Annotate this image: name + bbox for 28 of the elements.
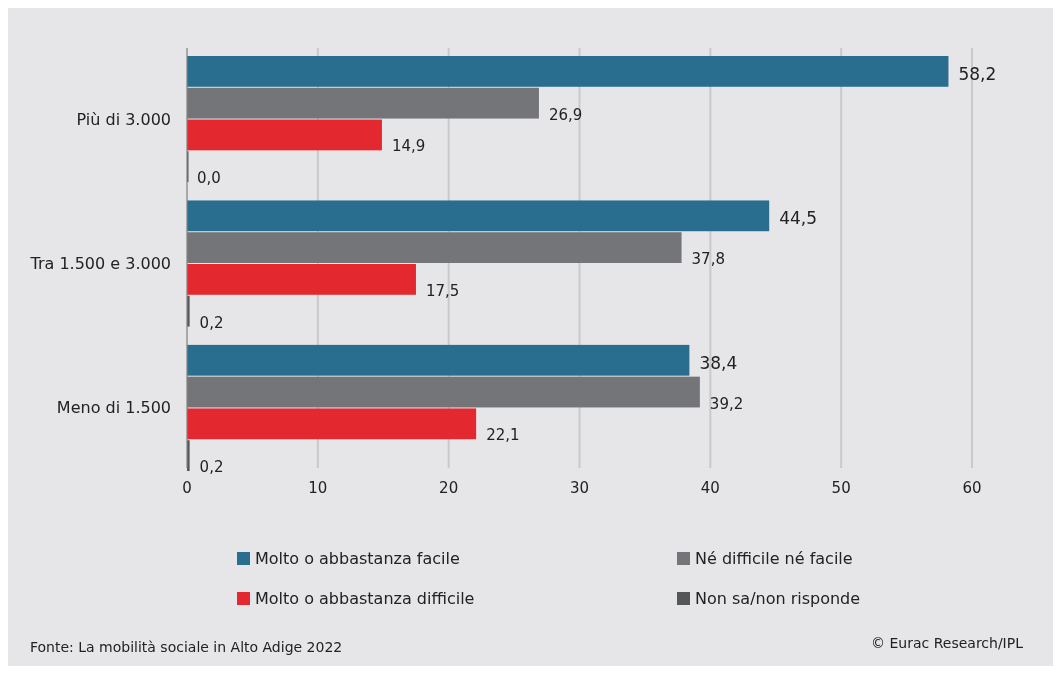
- data-label: 22,1: [486, 426, 520, 445]
- data-label: 14,9: [391, 137, 426, 156]
- x-tick-label: 50: [831, 479, 851, 497]
- data-label: 26,9: [548, 105, 583, 124]
- legend-label: Molto o abbastanza difficile: [255, 589, 475, 608]
- data-label: 38,4: [699, 352, 738, 373]
- data-label: 39,2: [709, 394, 744, 413]
- x-tick-label: 20: [439, 479, 459, 497]
- y-tick-label: Più di 3.000: [76, 109, 171, 129]
- text: © Eurac Research/IPL: [871, 635, 1024, 651]
- legend-label: Molto o abbastanza facile: [255, 549, 460, 568]
- data-label: 37,8: [691, 250, 725, 269]
- x-tick-label: 60: [962, 479, 982, 497]
- data-label: 0,2: [199, 458, 224, 477]
- legend-label: Non sa/non risponde: [695, 589, 861, 608]
- source-note: Fonte: La mobilità sociale in Alto Adige 2022: [30, 639, 343, 655]
- data-label: 0,0: [197, 169, 221, 188]
- data-label: 17,5: [425, 281, 460, 300]
- data-label: 0,2: [199, 313, 224, 332]
- y-tick-label: Meno di 1.500: [56, 398, 171, 418]
- x-tick-label: 30: [569, 479, 590, 497]
- legend-label: Né difficile né facile: [695, 549, 853, 568]
- x-tick-label: 40: [700, 479, 720, 497]
- data-label: 44,5: [779, 208, 818, 229]
- x-tick-label: 10: [308, 479, 328, 497]
- data-label: 58,2: [958, 63, 997, 84]
- x-tick-label: 0: [182, 479, 192, 497]
- y-tick-label: Tra 1.500 e 3.000: [29, 254, 171, 273]
